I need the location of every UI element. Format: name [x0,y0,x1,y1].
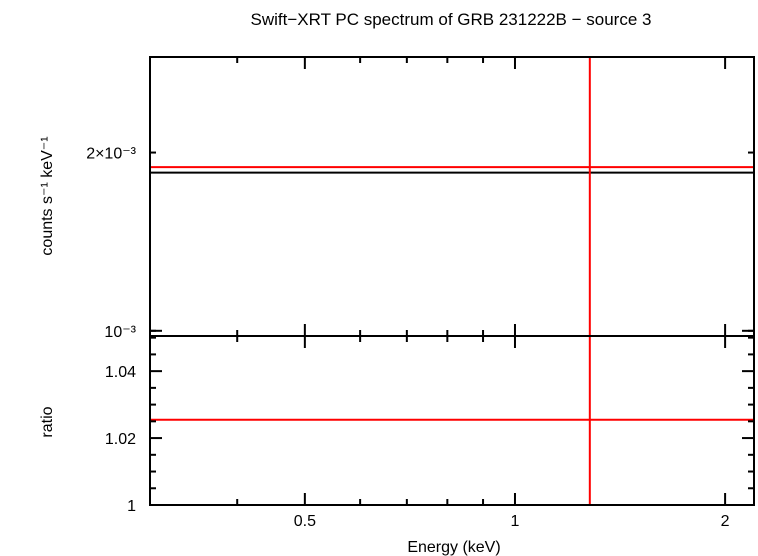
axes-layer: 10⁻³ 2×10⁻³ 1 1.02 1.04 0.5 1 2 [86,56,755,530]
ratio-y-tick-label: 1 [127,498,136,515]
x-tick-label: 2 [721,513,730,530]
spectrum-panel-frame [149,56,755,337]
spectrum-y-tick-label: 2×10⁻³ [86,146,136,163]
ratio-y-axis-label: ratio [39,406,56,437]
data-layer [150,57,754,506]
x-tick-label: 1 [511,513,520,530]
spectrum-y-axis-label: counts s⁻¹ keV⁻¹ [39,136,56,255]
ratio-y-tick-label: 1.04 [105,364,136,381]
x-axis-label: Energy (keV) [407,539,500,556]
chart-title: Swift−XRT PC spectrum of GRB 231222B − s… [251,10,652,29]
spectrum-y-tick-label: 10⁻³ [104,324,136,341]
ratio-y-tick-label: 1.02 [105,431,136,448]
x-tick-label: 0.5 [294,513,316,530]
